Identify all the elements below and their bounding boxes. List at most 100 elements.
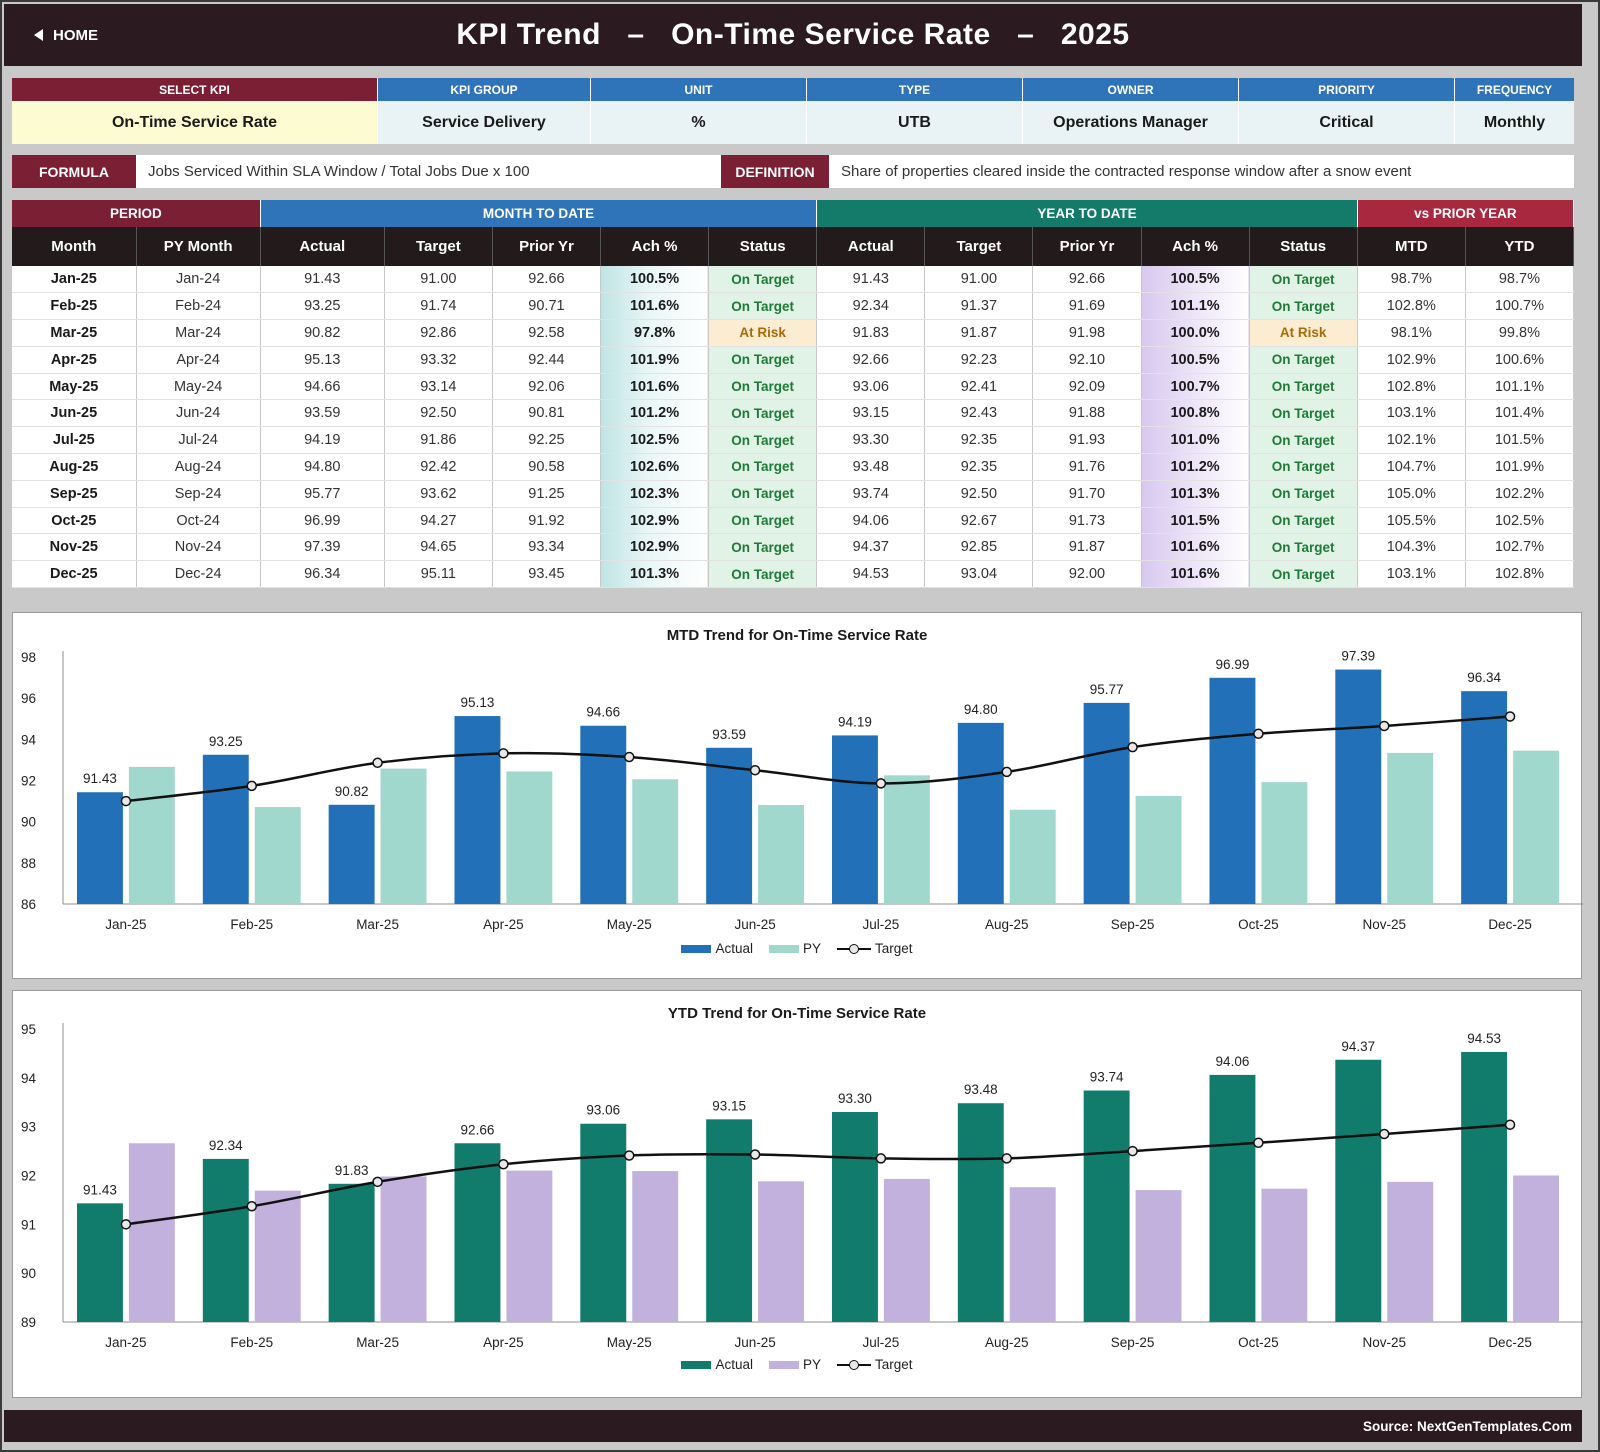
frequency-value: Monthly [1455, 101, 1574, 144]
target-point [1379, 720, 1390, 732]
cell-ytd-target: 92.35 [924, 453, 1034, 481]
data-label-actual: 97.39 [1341, 649, 1375, 664]
cell-mtd-target: 93.62 [384, 480, 493, 508]
bar-actual [202, 754, 249, 904]
bar-py [1387, 752, 1434, 904]
cell-month: Feb-25 [12, 292, 137, 321]
legend-item-target: Target [837, 941, 913, 956]
cell-mtd-prior-yr: 92.44 [492, 346, 601, 374]
col-mtd-actual: Actual [260, 227, 385, 266]
target-point [372, 757, 383, 769]
data-label-actual: 96.99 [1216, 657, 1250, 672]
bar-actual [580, 725, 627, 904]
data-label-actual: 91.83 [335, 1163, 369, 1178]
data-label-actual: 90.82 [335, 784, 369, 799]
cell-ytd-prior-yr: 92.09 [1032, 373, 1142, 401]
col-vs-mtd: MTD [1357, 227, 1466, 266]
cell-ytd-prior-yr: 91.70 [1032, 480, 1142, 508]
x-tick-label: Apr-25 [483, 917, 524, 932]
bar-actual [957, 722, 1004, 904]
table-body: Jan-25 Jan-24 91.43 91.00 92.66 100.5% On Targ… [12, 266, 1575, 589]
cell-month: Mar-25 [12, 319, 137, 347]
target-point [1379, 1128, 1390, 1140]
kpi-group-cell: KPI GROUP Service Delivery [378, 78, 591, 144]
home-button[interactable]: HOME [34, 4, 98, 66]
col-mtd-prior-yr: Prior Yr [492, 227, 601, 266]
cell-mtd-ach: 102.9% [600, 507, 710, 535]
legend-label-py: PY [802, 941, 821, 956]
cell-mtd-prior-yr: 91.92 [492, 507, 601, 535]
cell-vs-ytd: 99.8% [1465, 319, 1575, 347]
x-tick-label: Oct-25 [1238, 917, 1279, 932]
cell-ytd-target: 92.85 [924, 533, 1034, 562]
bar-py [1261, 1188, 1308, 1322]
data-label-actual: 93.15 [712, 1098, 746, 1113]
cell-ytd-prior-yr: 91.73 [1032, 507, 1142, 535]
cell-vs-mtd: 104.3% [1357, 533, 1466, 562]
cell-mtd-target: 91.00 [384, 266, 493, 294]
owner-header: OWNER [1023, 78, 1238, 101]
definition-label: DEFINITION [721, 155, 829, 188]
cell-ytd-status: On Target [1249, 266, 1358, 294]
cell-ytd-actual: 93.48 [816, 453, 926, 481]
header-bar: HOME KPI Trend – On-Time Service Rate – … [4, 4, 1582, 66]
col-ytd-actual: Actual [816, 227, 926, 266]
cell-vs-mtd: 105.0% [1357, 480, 1466, 508]
cell-py-month: Aug-24 [136, 453, 261, 481]
data-label-actual: 94.06 [1216, 1054, 1250, 1069]
cell-mtd-actual: 95.77 [260, 480, 385, 508]
target-point [498, 1159, 509, 1170]
priority-header: PRIORITY [1239, 78, 1454, 101]
target-point [624, 751, 635, 763]
cell-mtd-status: On Target [708, 373, 818, 401]
bar-py [128, 1143, 175, 1322]
data-label-actual: 92.34 [209, 1138, 243, 1153]
legend-label-target: Target [875, 1357, 913, 1372]
type-value: UTB [807, 101, 1022, 144]
bar-py [883, 1178, 930, 1322]
cell-ytd-prior-yr: 92.00 [1032, 560, 1142, 589]
cell-ytd-actual: 94.53 [816, 560, 926, 589]
cell-ytd-status: On Target [1249, 426, 1358, 455]
cell-ytd-ach: 100.5% [1141, 266, 1250, 294]
cell-ytd-status: On Target [1249, 292, 1358, 321]
home-label: HOME [53, 26, 98, 44]
cell-vs-ytd: 102.2% [1465, 480, 1575, 508]
target-point [372, 1176, 383, 1188]
cell-ytd-ach: 100.0% [1141, 319, 1250, 347]
cell-ytd-ach: 101.5% [1141, 507, 1250, 535]
y-tick-label: 98 [21, 650, 36, 665]
y-tick-label: 88 [21, 856, 36, 871]
x-tick-label: Mar-25 [356, 917, 399, 932]
y-tick-label: 90 [21, 815, 36, 830]
cell-mtd-target: 94.27 [384, 507, 493, 535]
col-ytd-ach: Ach % [1141, 227, 1250, 266]
formula-text: Jobs Serviced Within SLA Window / Total … [136, 155, 721, 188]
cell-ytd-actual: 92.66 [816, 346, 926, 374]
group-year-to-date: YEAR TO DATE [816, 200, 1358, 227]
cell-mtd-ach: 97.8% [600, 319, 710, 347]
x-tick-label: Jun-25 [734, 917, 775, 932]
target-point [1001, 766, 1012, 778]
table-row: May-25 May-24 94.66 93.14 92.06 101.6% On Targ… [12, 373, 1575, 401]
table-row: Jul-25 Jul-24 94.19 91.86 92.25 102.5% On Targ… [12, 426, 1575, 455]
table-row: Jun-25 Jun-24 93.59 92.50 90.81 101.2% On Targ… [12, 399, 1575, 428]
cell-mtd-status: On Target [708, 346, 818, 374]
legend-line-marker-icon [837, 943, 871, 954]
cell-month: Sep-25 [12, 480, 137, 508]
x-tick-label: Aug-25 [985, 917, 1029, 932]
cell-mtd-actual: 95.13 [260, 346, 385, 374]
x-tick-label: Aug-25 [985, 1335, 1029, 1350]
legend-label-actual: Actual [715, 1357, 753, 1372]
col-month: Month [12, 227, 137, 266]
owner-value: Operations Manager [1023, 101, 1238, 144]
cell-mtd-ach: 101.6% [600, 373, 710, 401]
x-tick-label: Dec-25 [1488, 917, 1532, 932]
cell-py-month: Mar-24 [136, 319, 261, 347]
bar-py [506, 771, 553, 904]
cell-month: Jun-25 [12, 399, 137, 428]
target-point [749, 1149, 761, 1160]
select-kpi-dropdown[interactable]: On-Time Service Rate [12, 101, 377, 144]
cell-month: Oct-25 [12, 507, 137, 535]
